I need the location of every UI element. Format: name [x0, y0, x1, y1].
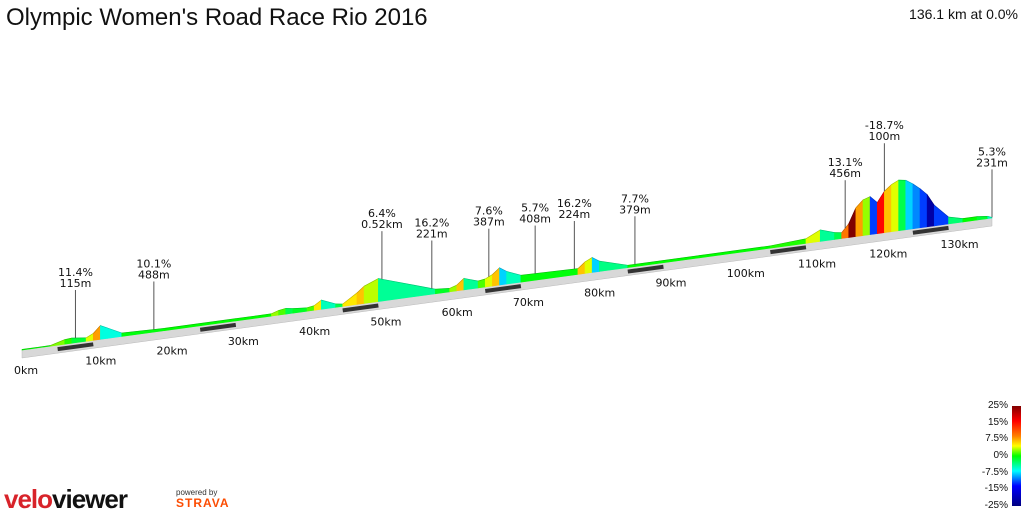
- annotation-value: 379m: [619, 203, 651, 216]
- logo-velo: velo: [4, 484, 52, 514]
- annotation-value: 0.52km: [361, 218, 403, 231]
- profile-segment: [877, 191, 884, 233]
- profile-segment: [820, 230, 834, 242]
- profile-segment: [899, 180, 906, 231]
- gradient-legend: 25% 15% 7.5% 0% -7.5% -15% -25%: [960, 398, 1024, 512]
- legend-tick-label: -25%: [985, 501, 1008, 511]
- annotation-value: 231m: [976, 156, 1008, 169]
- km-tick-label: 90km: [655, 277, 686, 290]
- annotation-value: 387m: [473, 216, 505, 229]
- profile-segment: [450, 285, 457, 292]
- km-tick-label: 50km: [370, 316, 401, 329]
- logo-viewer: viewer: [52, 484, 127, 514]
- profile-segment: [357, 286, 364, 304]
- annotation-value: 115m: [60, 277, 92, 290]
- strava-logo: STRAVA: [176, 496, 230, 510]
- profile-segment: [464, 278, 471, 290]
- profile-segment: [870, 197, 877, 235]
- km-tick-label: 10km: [85, 354, 116, 367]
- profile-segment: [834, 233, 841, 240]
- profile-segment: [93, 326, 100, 341]
- veloviewer-logo: veloviewer: [4, 484, 127, 515]
- legend-tick-label: -15%: [985, 484, 1008, 494]
- km-tick-label: 0km: [14, 364, 38, 377]
- legend-tick-label: 0%: [994, 451, 1008, 461]
- profile-segment: [321, 300, 335, 309]
- annotation-value: 221m: [416, 227, 448, 240]
- km-tick-label: 60km: [442, 306, 473, 319]
- profile-segment: [856, 200, 863, 237]
- annotation-value: 224m: [558, 208, 590, 221]
- km-tick-label: 120km: [869, 248, 907, 261]
- annotation-value: 100m: [869, 130, 901, 143]
- legend-tick-label: 15%: [988, 418, 1008, 428]
- gradient-color-bar: [1012, 406, 1021, 506]
- km-tick-label: 110km: [798, 257, 836, 270]
- profile-segment: [913, 184, 920, 229]
- profile-segment: [492, 268, 499, 286]
- legend-tick-label: 25%: [988, 401, 1008, 411]
- profile-segment: [806, 230, 820, 243]
- profile-segment: [457, 278, 464, 290]
- profile-segment: [863, 197, 870, 236]
- km-tick-label: 130km: [941, 238, 979, 251]
- profile-segment: [578, 262, 585, 274]
- km-tick-label: 30km: [228, 335, 259, 348]
- legend-tick-label: 7.5%: [985, 434, 1008, 444]
- annotation-value: 488m: [138, 268, 170, 281]
- profile-segment: [108, 328, 122, 338]
- profile-segment: [500, 268, 507, 285]
- km-tick-label: 100km: [727, 267, 765, 280]
- profile-segment: [920, 189, 927, 228]
- elevation-profile-chart: 0km 10km 20km 30km 40km 50km 60km 70km 80km 90km 1…: [0, 0, 1024, 400]
- profile-segment: [286, 308, 293, 314]
- km-tick-label: 20km: [157, 345, 188, 358]
- km-tick-label: 40km: [299, 325, 330, 338]
- annotation-value: 456m: [829, 167, 861, 180]
- profile-segment: [892, 180, 899, 232]
- annotation-value: 408m: [519, 213, 551, 226]
- km-ticks-layer: 0km 10km 20km 30km 40km 50km 60km 70km 80km 90km 1…: [14, 228, 979, 377]
- profile-segment: [592, 257, 599, 272]
- legend-tick-label: -7.5%: [982, 468, 1008, 478]
- profile-segment: [906, 180, 913, 229]
- profile-segment: [849, 208, 856, 238]
- profile-segment: [884, 185, 891, 233]
- km-tick-label: 70km: [513, 296, 544, 309]
- km-tick-label: 80km: [584, 286, 615, 299]
